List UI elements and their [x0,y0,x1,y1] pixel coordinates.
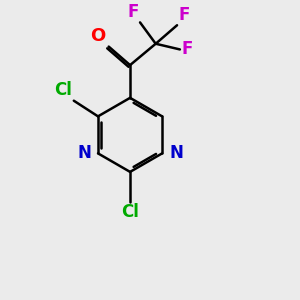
Text: F: F [178,5,190,23]
Text: F: F [127,3,139,21]
Text: Cl: Cl [121,203,139,221]
Text: N: N [77,144,91,162]
Text: F: F [181,40,193,58]
Text: O: O [91,27,106,45]
Text: N: N [169,144,183,162]
Text: Cl: Cl [54,81,71,99]
